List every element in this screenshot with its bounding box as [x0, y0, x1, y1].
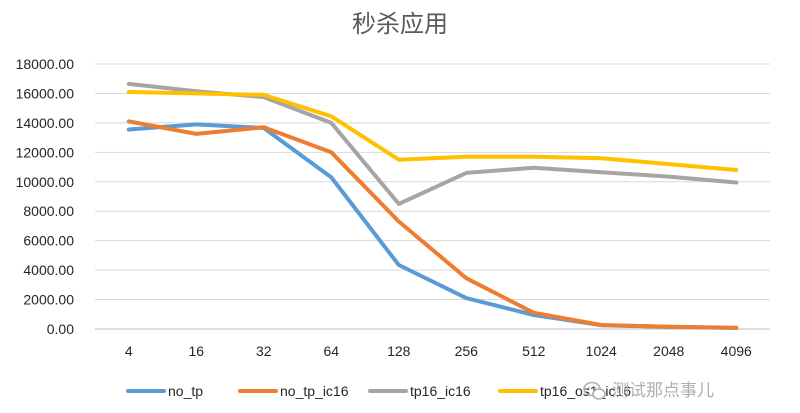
y-tick-label: 18000.00 [16, 56, 75, 72]
legend-item-no-tp-ic16: no_tp_ic16 [238, 383, 349, 399]
y-tick-label: 16000.00 [16, 85, 75, 101]
x-tick-label: 64 [323, 343, 339, 359]
watermark-text: 测试那点事儿 [612, 381, 714, 401]
series-line-tp16-ic16 [126, 81, 739, 206]
gridlines [95, 63, 770, 330]
x-tick-label: 2048 [653, 343, 684, 359]
legend-label: tp16_os1_ic16 [540, 383, 631, 399]
y-tick-label: 10000.00 [16, 174, 75, 190]
wechat-icon [583, 381, 606, 400]
series-points-tp16-ic16 [128, 83, 737, 204]
y-axis-ticks: 0.00 2000.00 4000.00 6000.00 8000.00 10000.00… [16, 56, 75, 337]
watermark: 测试那点事儿 [583, 381, 714, 401]
y-tick-label: 0.00 [47, 321, 74, 337]
series-line-tp16-os1-ic16 [126, 90, 739, 172]
series-points-tp16-os1-ic16 [128, 91, 737, 171]
legend-label: tp16_ic16 [410, 383, 471, 399]
legend-item-tp16-os1-ic16: tp16_os1_ic16 [498, 383, 631, 399]
x-tick-label: 1024 [586, 343, 617, 359]
y-tick-label: 14000.00 [16, 115, 75, 131]
x-tick-label: 16 [188, 343, 204, 359]
x-tick-label: 512 [522, 343, 546, 359]
x-tick-label: 32 [256, 343, 272, 359]
chart-title: 秒杀应用 [352, 10, 448, 38]
legend-label: no_tp [168, 383, 203, 399]
x-tick-label: 4 [125, 343, 133, 359]
y-tick-label: 6000.00 [23, 233, 74, 249]
legend-item-no-tp: no_tp [126, 383, 203, 399]
legend: no_tp no_tp_ic16 tp16_ic16 tp16_os1_ic16 [126, 383, 631, 399]
legend-label: no_tp_ic16 [280, 383, 349, 399]
series-lines [126, 81, 739, 330]
series-line-no-tp-ic16 [126, 119, 739, 330]
x-tick-label: 128 [387, 343, 411, 359]
series-points-no-tp [128, 124, 737, 328]
y-tick-label: 12000.00 [16, 144, 75, 160]
y-tick-label: 8000.00 [23, 203, 74, 219]
series-line-no-tp [126, 122, 739, 330]
x-tick-label: 256 [455, 343, 479, 359]
x-tick-label: 4096 [721, 343, 752, 359]
legend-item-tp16-ic16: tp16_ic16 [368, 383, 471, 399]
y-tick-label: 4000.00 [23, 262, 74, 278]
x-axis-ticks: 4 16 32 64 128 256 512 1024 2048 4096 [125, 343, 752, 359]
series-points-no-tp-ic16 [128, 121, 737, 328]
y-tick-label: 2000.00 [23, 292, 74, 308]
